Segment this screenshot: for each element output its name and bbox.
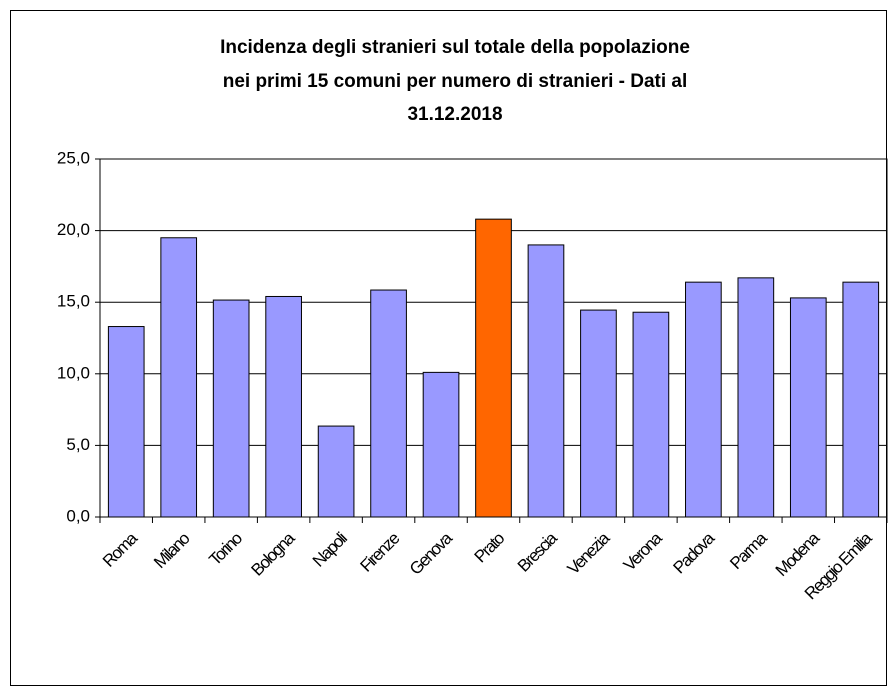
bar: [580, 309, 617, 518]
chart-title: nei primi 15 comuni per numero di strani…: [223, 71, 688, 92]
bar: [632, 311, 670, 518]
y-tick-label: 5,0: [66, 435, 90, 454]
bar: [107, 326, 145, 518]
y-tick-label: 25,0: [57, 148, 90, 167]
bar: [212, 299, 250, 518]
bar: [737, 277, 775, 518]
bar: [842, 281, 880, 518]
bar: [370, 289, 407, 518]
chart-title: Incidenza degli stranieri sul totale del…: [220, 37, 690, 58]
y-tick-label: 20,0: [57, 220, 90, 239]
bar: [789, 297, 827, 518]
bar: [422, 371, 460, 518]
bar: [527, 244, 565, 518]
y-tick-label: 15,0: [57, 292, 90, 311]
chart-title: 31.12.2018: [407, 104, 502, 125]
bar: [317, 425, 355, 518]
bar: [160, 237, 198, 518]
y-tick-label: 10,0: [57, 363, 90, 382]
bar: [475, 218, 512, 518]
bar: [265, 295, 302, 518]
y-tick-label: 0,0: [66, 506, 90, 525]
bar: [685, 281, 722, 518]
